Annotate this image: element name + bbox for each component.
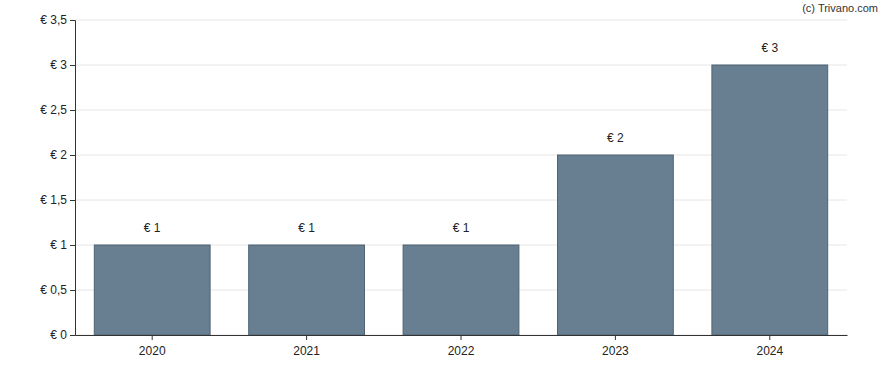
x-tick: 2022 <box>448 335 475 358</box>
x-tick-mark <box>461 335 462 340</box>
y-tick-label: € 2,5 <box>40 103 67 117</box>
y-tick-label: € 0,5 <box>40 283 67 297</box>
y-tick-mark <box>70 20 75 21</box>
y-tick-mark <box>70 65 75 66</box>
x-tick-mark <box>615 335 616 340</box>
bars <box>94 65 827 335</box>
y-tick-label: € 1 <box>50 238 67 252</box>
data-label: € 2 <box>607 131 624 145</box>
bar <box>403 245 519 335</box>
x-tick-mark <box>769 335 770 340</box>
y-tick-mark <box>70 200 75 201</box>
y-tick: € 1,5 <box>40 193 75 207</box>
x-tick-label: 2023 <box>602 344 629 358</box>
y-tick: € 2 <box>50 148 75 162</box>
x-tick: 2021 <box>293 335 320 358</box>
y-tick-mark <box>70 110 75 111</box>
y-axis-line <box>70 21 76 336</box>
x-axis: 2020 2021 2022 2023 2024 <box>76 335 848 358</box>
y-tick-mark <box>70 245 75 246</box>
bar <box>94 245 210 335</box>
y-tick: € 0 <box>50 328 75 342</box>
y-tick: € 3,5 <box>40 13 75 27</box>
y-tick: € 0,5 <box>40 283 75 297</box>
x-tick-mark <box>152 335 153 340</box>
y-tick: € 1 <box>50 238 75 252</box>
x-tick: 2020 <box>139 335 166 358</box>
data-label: € 1 <box>144 221 161 235</box>
x-tick-label: 2021 <box>293 344 320 358</box>
y-tick: € 2,5 <box>40 103 75 117</box>
bar <box>249 245 365 335</box>
chart: € 1€ 1€ 1€ 2€ 3€ 0€ 0,5€ 1€ 1,5€ 2€ 2,5€… <box>0 0 888 370</box>
bar <box>712 65 828 335</box>
y-tick-mark <box>70 290 75 291</box>
annotation: (c) Trivano.com <box>802 2 878 14</box>
x-tick-mark <box>306 335 307 340</box>
data-label: € 1 <box>298 221 315 235</box>
bar <box>558 155 674 335</box>
data-labels: € 1 € 1 € 1 € 2 € 3 <box>144 41 779 235</box>
x-tick-label: 2024 <box>756 344 783 358</box>
y-tick-mark <box>70 335 75 336</box>
y-axis: € 0 € 0,5 € 1 € 1,5 € 2 € 2,5 € 3 € 3,5 <box>40 13 75 342</box>
y-tick-label: € 2 <box>50 148 67 162</box>
y-tick-label: € 3 <box>50 58 67 72</box>
x-tick: 2024 <box>756 335 783 358</box>
y-tick-mark <box>70 155 75 156</box>
y-tick-label: € 3,5 <box>40 13 67 27</box>
data-label: € 3 <box>761 41 778 55</box>
data-label: € 1 <box>453 221 470 235</box>
y-tick: € 3 <box>50 58 75 72</box>
x-tick-label: 2020 <box>139 344 166 358</box>
grid <box>75 20 847 335</box>
y-tick-label: € 1,5 <box>40 193 67 207</box>
x-tick: 2023 <box>602 335 629 358</box>
grid-line <box>75 20 847 21</box>
y-tick-label: € 0 <box>50 328 67 342</box>
x-tick-label: 2022 <box>448 344 475 358</box>
